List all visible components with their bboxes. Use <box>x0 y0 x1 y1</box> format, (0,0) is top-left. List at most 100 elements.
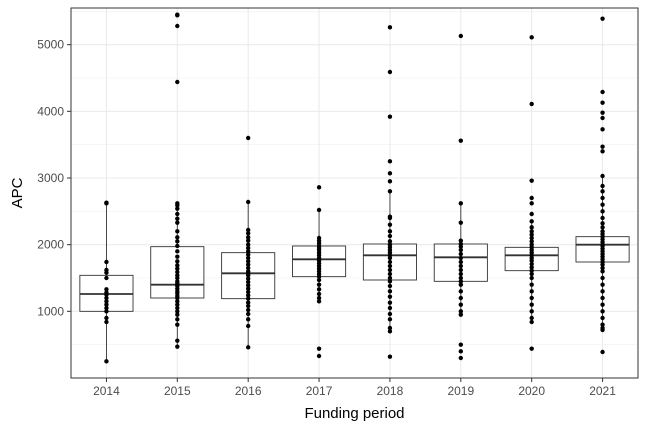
data-point <box>529 235 534 241</box>
axes: 1000 2000 3000 4000 5000 2014 2015 2016 2017 2018… <box>37 38 616 398</box>
data-point <box>458 138 464 143</box>
data-point <box>458 355 464 361</box>
data-point <box>316 235 322 241</box>
data-point <box>600 225 605 230</box>
data-point <box>600 275 605 281</box>
data-point <box>387 329 393 334</box>
data-point <box>387 279 393 284</box>
data-point <box>387 114 393 119</box>
data-point <box>104 295 109 301</box>
data-point <box>458 312 464 317</box>
data-point <box>529 271 534 277</box>
data-point <box>104 309 109 314</box>
data-point <box>458 271 464 277</box>
data-point <box>600 322 605 327</box>
y-tick-label: 3000 <box>37 171 64 185</box>
data-point <box>175 279 180 284</box>
data-point <box>600 221 605 226</box>
data-point <box>175 254 180 259</box>
data-point <box>529 302 534 307</box>
data-point <box>458 295 464 301</box>
data-point <box>387 69 393 75</box>
data-point <box>387 171 393 176</box>
data-point <box>458 342 464 347</box>
data-point <box>600 265 605 271</box>
data-point <box>245 286 251 291</box>
data-point <box>529 319 534 325</box>
y-tick-label: 2000 <box>37 238 64 252</box>
data-point <box>600 89 605 95</box>
data-point <box>104 305 109 311</box>
data-point <box>600 144 605 149</box>
data-point <box>529 232 534 237</box>
data-point <box>600 202 605 207</box>
data-point <box>600 289 605 294</box>
data-point <box>104 287 109 292</box>
y-axis-title: APC <box>9 177 26 208</box>
data-point <box>600 195 605 201</box>
data-point <box>104 290 109 295</box>
data-point <box>245 276 251 281</box>
x-tick-label: 2020 <box>518 384 545 398</box>
data-point <box>600 215 605 221</box>
data-point <box>387 242 393 247</box>
x-tick-label: 2017 <box>306 384 333 398</box>
data-point <box>316 282 322 287</box>
x-tick-label: 2014 <box>93 384 120 398</box>
data-point <box>175 317 180 322</box>
x-axis-title: Funding period <box>304 405 404 422</box>
data-point <box>175 305 180 311</box>
data-point <box>245 199 251 205</box>
data-point <box>600 349 605 355</box>
panel-border <box>70 7 639 379</box>
data-point <box>458 201 464 206</box>
data-point <box>387 25 393 30</box>
data-point <box>458 349 464 354</box>
data-point <box>245 269 251 274</box>
data-point <box>316 346 322 351</box>
data-point <box>600 16 605 21</box>
data-point <box>529 346 534 351</box>
data-point <box>600 269 605 274</box>
data-point <box>175 273 180 278</box>
data-point <box>175 206 180 211</box>
data-point <box>316 299 322 304</box>
data-point <box>387 325 393 331</box>
data-point <box>387 214 393 219</box>
chart-marks <box>79 12 630 364</box>
data-point <box>529 101 534 107</box>
data-point <box>245 311 251 317</box>
data-point <box>175 220 180 225</box>
data-point <box>387 259 393 265</box>
data-point <box>600 229 605 234</box>
data-point <box>245 296 251 301</box>
data-point <box>458 267 464 273</box>
major-gridlines <box>71 8 638 378</box>
data-point <box>175 243 180 249</box>
data-point <box>458 282 464 287</box>
x-tick-label: 2021 <box>589 384 616 398</box>
data-point <box>104 359 109 364</box>
data-point <box>387 189 393 194</box>
data-point <box>600 209 605 214</box>
data-point <box>245 345 251 350</box>
data-point <box>529 195 534 201</box>
data-point <box>245 235 251 240</box>
data-point <box>245 259 251 264</box>
data-point <box>458 263 464 269</box>
data-point <box>245 238 251 243</box>
data-point <box>600 315 605 321</box>
data-point <box>387 233 393 239</box>
data-point <box>600 149 605 154</box>
data-point <box>175 23 180 29</box>
data-point <box>175 211 180 217</box>
data-point <box>175 344 180 349</box>
data-point <box>175 338 180 343</box>
x-tick-label: 2016 <box>235 384 262 398</box>
data-point <box>104 200 109 205</box>
data-point <box>316 277 322 283</box>
data-point <box>529 219 534 224</box>
data-point <box>600 309 605 314</box>
data-point <box>529 289 534 294</box>
data-point <box>316 287 322 292</box>
